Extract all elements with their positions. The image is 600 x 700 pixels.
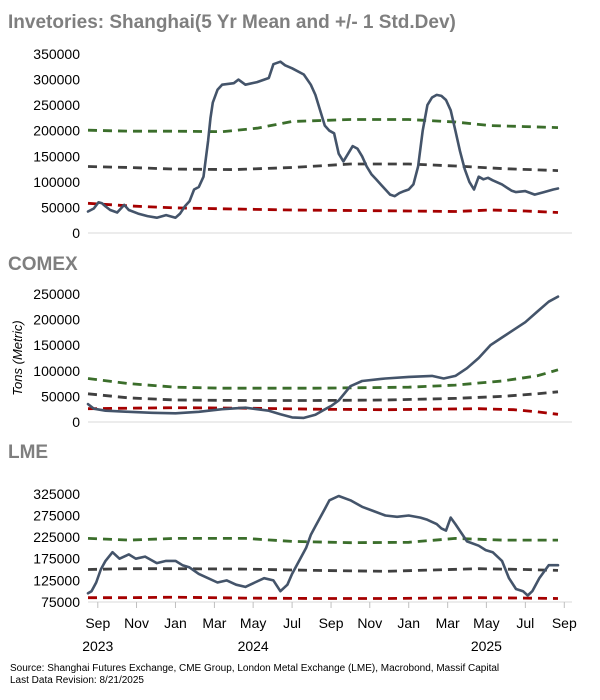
y-tick-comex: 150000	[33, 337, 80, 353]
y-tick-lme: 275000	[33, 507, 80, 523]
series-comex-inventory	[86, 295, 560, 420]
x-tick-month: Sep	[319, 615, 344, 631]
x-tick-month: May	[473, 615, 499, 631]
y-tick-shanghai: 250000	[33, 97, 80, 113]
x-tick-month: Nov	[357, 615, 382, 631]
series-comex-1-std-dev	[87, 368, 559, 390]
series-shanghai-inventory	[86, 60, 560, 219]
series-shanghai-5-yr-mean	[87, 162, 559, 172]
x-tick-month: Jan	[397, 615, 420, 631]
y-tick-shanghai: 0	[72, 225, 80, 241]
y-tick-lme: 75000	[41, 594, 80, 610]
x-tick-month: Mar	[436, 615, 460, 631]
y-tick-lme: 175000	[33, 551, 80, 567]
x-tick-month: Sep	[552, 615, 577, 631]
y-tick-shanghai: 300000	[33, 72, 80, 88]
series-lme-inventory	[86, 494, 560, 597]
series-lme-5-yr-mean	[87, 567, 559, 573]
panel-title-shanghai: Invetories: Shanghai(5 Yr Mean and +/- 1…	[8, 12, 456, 33]
series-shanghai-1-std-dev	[87, 118, 559, 134]
y-tick-lme: 325000	[33, 486, 80, 502]
panel-comex: COMEX 0 50000 100000 150000 200000 250000 Tons …	[8, 254, 572, 430]
y-tick-comex: 0	[72, 414, 80, 430]
x-tick-month: Jan	[164, 615, 187, 631]
source-note: Source: Shanghai Futures Exchange, CME G…	[10, 663, 500, 674]
series-shanghai-1-std-dev	[87, 201, 559, 214]
x-tick-month: Mar	[202, 615, 226, 631]
y-tick-lme: 125000	[33, 572, 80, 588]
y-tick-shanghai: 100000	[33, 174, 80, 190]
x-tick-month: Sep	[85, 615, 110, 631]
y-tick-comex: 200000	[33, 312, 80, 328]
x-tick-month: Jul	[516, 615, 534, 631]
x-tick-year: 2023	[82, 638, 113, 654]
x-tick-month: May	[240, 615, 266, 631]
panel-shanghai: Invetories: Shanghai(5 Yr Mean and +/- 1…	[8, 12, 572, 241]
panel-lme: LME 75000 125000 175000 225000 275000 325000	[8, 442, 572, 610]
x-tick-month: Jul	[283, 615, 301, 631]
x-tick-year: 2024	[238, 638, 269, 654]
y-tick-shanghai: 50000	[41, 199, 80, 215]
revision-note: Last Data Revision: 8/21/2025	[10, 675, 144, 686]
x-tick-year: 2025	[471, 638, 502, 654]
series-lme-1-std-dev	[88, 595, 559, 600]
y-tick-lme: 225000	[33, 529, 80, 545]
series-comex-5-yr-mean	[87, 390, 559, 402]
y-axis-label-comex: Tons (Metric)	[10, 320, 25, 395]
y-tick-comex: 50000	[41, 388, 80, 404]
series-lme-1-std-dev	[87, 537, 558, 545]
y-tick-shanghai: 350000	[33, 46, 80, 62]
y-tick-comex: 100000	[33, 363, 80, 379]
y-tick-shanghai: 200000	[33, 123, 80, 139]
y-tick-comex: 250000	[33, 286, 80, 302]
y-tick-shanghai: 150000	[33, 148, 80, 164]
x-tick-month: Nov	[124, 615, 149, 631]
panel-title-comex: COMEX	[8, 254, 78, 275]
panel-title-lme: LME	[8, 442, 48, 463]
